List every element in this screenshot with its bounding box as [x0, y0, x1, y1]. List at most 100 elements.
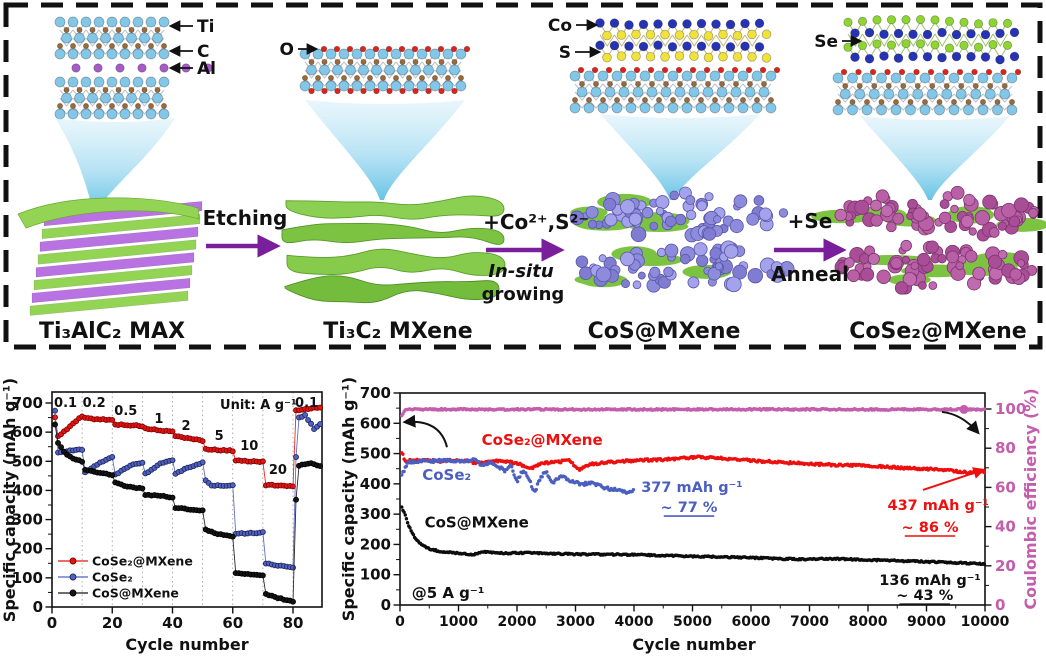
svg-text:100: 100 [12, 569, 43, 587]
svg-text:300: 300 [360, 505, 391, 523]
svg-text:500: 500 [360, 445, 391, 463]
rate-label: 2 [182, 419, 191, 434]
step2-bottom-label: growing [482, 284, 565, 305]
svg-text:20: 20 [995, 557, 1016, 575]
ce-highlight-dot [959, 404, 969, 414]
svg-text:0: 0 [395, 614, 405, 630]
svg-text:7000: 7000 [790, 614, 829, 630]
rate-label: 0.1 [54, 396, 77, 411]
svg-text:0: 0 [381, 596, 391, 614]
series-CoSe₂@MXene [52, 404, 324, 490]
svg-text:6000: 6000 [732, 614, 771, 630]
legend-item-CoSe₂@MXene: CoSe₂@MXene [58, 554, 193, 569]
stage-label-mxene: Ti₃C₂ MXene [323, 319, 472, 344]
chart-annotation: CoSe₂ [422, 466, 471, 484]
svg-text:200: 200 [12, 540, 43, 558]
rate-label: 0.1 [295, 396, 318, 411]
tag-o: O [280, 40, 294, 60]
svg-text:200: 200 [360, 535, 391, 553]
tag-se: Se [814, 32, 838, 52]
step3-label: +Se [788, 209, 833, 233]
step2-label: +Co²⁺,S²⁻ [483, 210, 589, 234]
unit-label: Unit: A g⁻¹ [220, 398, 297, 413]
svg-text:700: 700 [12, 394, 43, 412]
rate-label: 20 [269, 463, 287, 478]
stage-label-cose2: CoSe₂@MXene [849, 319, 1026, 344]
chart-annotation: 136 mAh g⁻¹ [879, 573, 980, 589]
svg-text:60: 60 [995, 478, 1016, 496]
svg-text:80: 80 [995, 439, 1016, 457]
legend-item-CoS@MXene: CoS@MXene [58, 586, 179, 601]
svg-text:80: 80 [283, 614, 304, 632]
rate-chart-body: 0 100 200 300 400 500 600 700 0 20 40 60 80 0.1 0.2 0.5… [12, 391, 324, 632]
chart2-y2-axis-title: Coulombic efficiency (%) [1021, 388, 1040, 609]
svg-text:500: 500 [12, 452, 43, 470]
svg-text:100: 100 [360, 566, 391, 584]
svg-text:100: 100 [995, 400, 1026, 418]
stage-label-cos: CoS@MXene [588, 319, 741, 344]
svg-text:2000: 2000 [498, 614, 537, 630]
schematic-artwork [17, 14, 1046, 316]
chart-annotation: ~ 86 % [902, 520, 959, 536]
svg-text:300: 300 [12, 511, 43, 529]
series-Coulombic efficiency [400, 404, 987, 418]
svg-text:0: 0 [995, 596, 1005, 614]
tag-co: Co [548, 16, 572, 36]
rate-label: 1 [154, 412, 163, 427]
svg-text:600: 600 [360, 414, 391, 432]
stage-label-max: Ti₃AlC₂ MAX [39, 319, 185, 344]
tag-ti: Ti [197, 17, 214, 37]
chart-annotation: @5 A g⁻¹ [412, 584, 485, 602]
step3-bottom-label: Anneal [771, 262, 849, 286]
rate-label: 5 [215, 429, 224, 444]
atom-tags: Ti C Al O Co S Se [168, 16, 863, 79]
svg-text:3000: 3000 [556, 614, 595, 630]
step2-mid-label: In-situ [488, 261, 553, 282]
svg-text:40: 40 [995, 518, 1016, 536]
svg-text:700: 700 [360, 384, 391, 402]
svg-text:40: 40 [162, 614, 183, 632]
rate-label: 0.2 [83, 396, 106, 411]
svg-text:0: 0 [33, 598, 43, 616]
svg-text:600: 600 [12, 423, 43, 441]
svg-text:400: 400 [12, 481, 43, 499]
rate-label: 10 [240, 439, 258, 454]
svg-text:CoSe₂: CoSe₂ [92, 570, 133, 585]
svg-text:CoSe₂@MXene: CoSe₂@MXene [92, 554, 193, 569]
legend-item-CoSe₂: CoSe₂ [58, 570, 133, 585]
svg-text:5000: 5000 [673, 614, 712, 630]
chart-annotation: CoS@MXene [425, 513, 529, 531]
svg-text:1000: 1000 [439, 614, 478, 630]
svg-text:CoS@MXene: CoS@MXene [92, 586, 179, 601]
svg-text:8000: 8000 [849, 614, 888, 630]
tag-s: S [559, 43, 571, 63]
chart1-y-axis-title: Specific capacity (mAh g⁻¹) [0, 378, 19, 622]
synthesis-schematic: Ti C Al O Co S Se Etching +Co²⁺,S²⁻ In-s… [3, 2, 1046, 350]
svg-text:60: 60 [222, 614, 243, 632]
tag-c: C [197, 42, 209, 62]
tag-al: Al [197, 59, 216, 79]
chart2-x-axis-title: Cycle number [632, 635, 755, 654]
chart-annotation: 377 mAh g⁻¹ [641, 480, 742, 496]
series-CoS@MXene [52, 421, 324, 605]
step1-label: Etching [203, 206, 288, 230]
series-CoS@MXene [400, 505, 987, 567]
indicator-arrow [941, 410, 980, 435]
svg-text:4000: 4000 [615, 614, 654, 630]
chart-annotation: ~ 43 % [896, 588, 953, 604]
rate-label: 0.5 [114, 404, 137, 419]
chart1-x-axis-title: Cycle number [125, 635, 248, 654]
svg-text:400: 400 [360, 475, 391, 493]
series-CoSe₂ [400, 457, 636, 495]
svg-text:9000: 9000 [907, 614, 946, 630]
indicator-arrow [922, 467, 986, 491]
schematic-dashed-border [3, 2, 1043, 350]
indicator-arrow [402, 414, 448, 448]
chart-annotation: ~ 77 % [661, 500, 718, 516]
process-steps: Etching +Co²⁺,S²⁻ In-situ growing +Se An… [203, 206, 849, 305]
svg-text:10000: 10000 [961, 614, 1010, 630]
chart-annotation: 437 mAh g⁻¹ [887, 498, 988, 514]
